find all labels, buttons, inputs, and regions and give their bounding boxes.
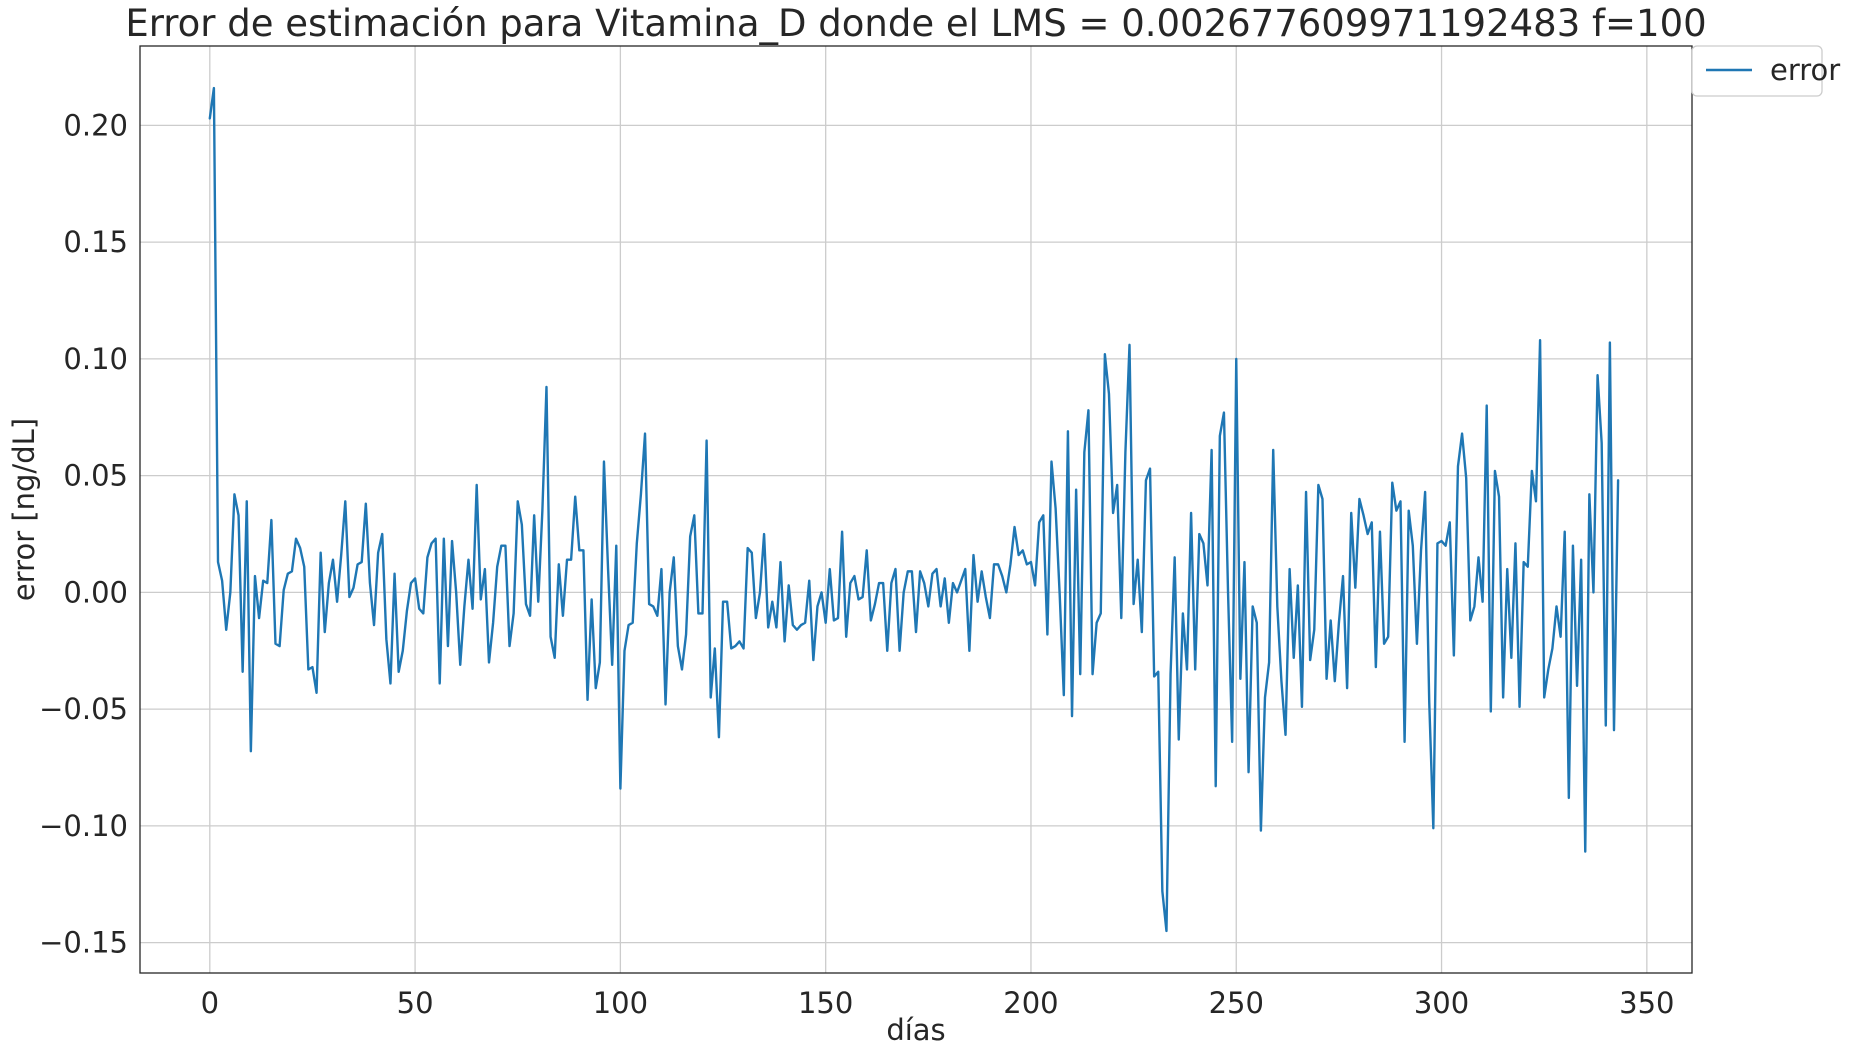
y-axis-label: error [ng/dL] xyxy=(7,418,41,601)
y-tick-label-5: 0.10 xyxy=(63,342,128,376)
legend-box xyxy=(1691,45,1823,97)
x-tick-label-2: 100 xyxy=(593,986,648,1020)
x-axis-label: días xyxy=(886,1013,945,1047)
y-tick-label-7: 0.20 xyxy=(63,108,128,142)
x-tick-label-5: 250 xyxy=(1209,986,1264,1020)
series-layer xyxy=(208,86,1620,933)
series-line-error xyxy=(208,86,1620,933)
legend-label-error: error xyxy=(1770,53,1840,87)
legend: error xyxy=(1691,45,1840,97)
y-tick-label-1: −0.10 xyxy=(39,809,128,843)
x-tick-label-1: 50 xyxy=(397,986,434,1020)
y-tick-label-2: −0.05 xyxy=(39,692,128,726)
plot-frame xyxy=(139,45,1693,974)
tick-labels: 0 50 100 150 200 250 300 350 −0.15 −0.10 −0.05 0.00… xyxy=(39,108,1674,1020)
x-tick-label-6: 300 xyxy=(1414,986,1469,1020)
chart-title: Error de estimación para Vitamina_D dond… xyxy=(125,2,1706,45)
y-tick-label-4: 0.05 xyxy=(63,459,128,493)
y-tick-label-0: −0.15 xyxy=(39,926,128,960)
y-tick-label-6: 0.15 xyxy=(63,225,128,259)
y-tick-label-3: 0.00 xyxy=(63,575,128,609)
x-tick-label-3: 150 xyxy=(798,986,853,1020)
x-tick-label-7: 350 xyxy=(1619,986,1674,1020)
x-tick-label-0: 0 xyxy=(201,986,219,1020)
x-tick-label-4: 200 xyxy=(1003,986,1058,1020)
